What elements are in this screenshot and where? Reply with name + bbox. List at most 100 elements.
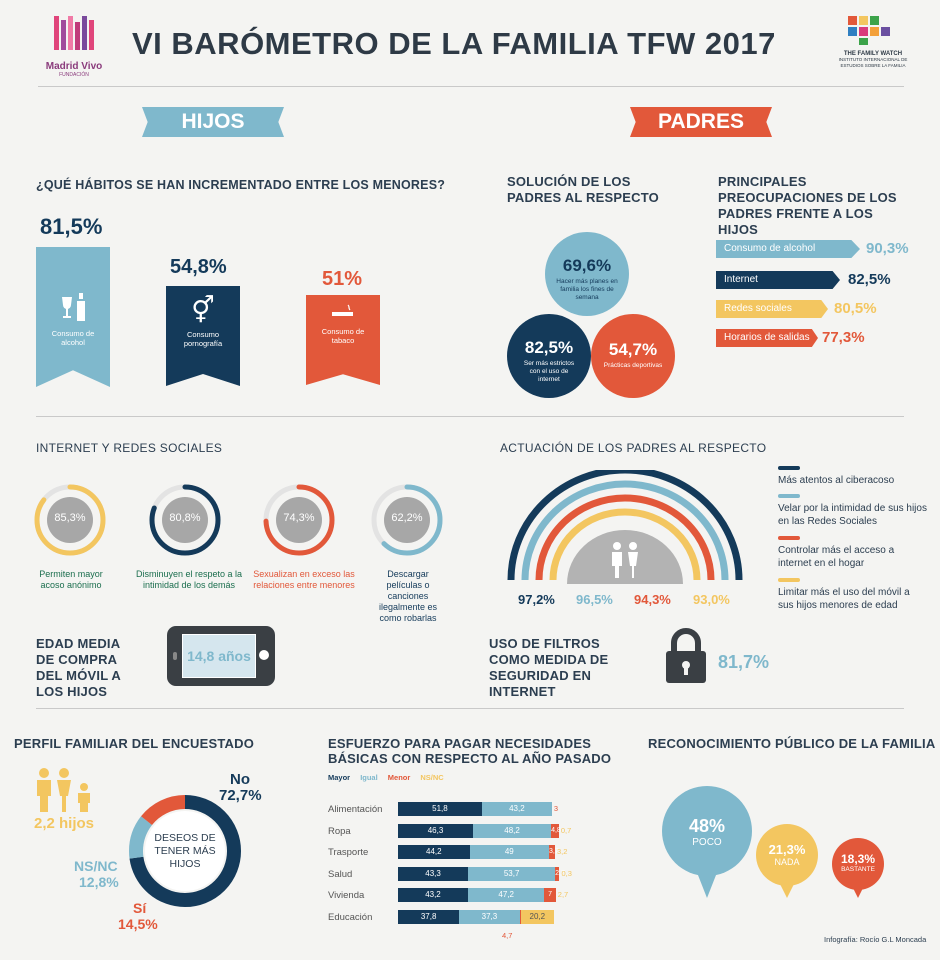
- esfuerzo-bar-segment: 47,2: [467, 888, 545, 903]
- solution-circle-planes: 69,6% Hacer más planes en familia los fi…: [545, 232, 629, 316]
- bubble-poco-label: POCO: [692, 837, 722, 848]
- madrid-vivo-logo-icon: [54, 16, 94, 50]
- esfuerzo-bar-segment: 51,8: [398, 802, 482, 816]
- bubble-nada-label: NADA: [774, 857, 800, 867]
- donut-center-label: DESEOS DE TENER MÁS HIJOS: [154, 832, 216, 870]
- bubble-nada-pct: 21,3%: [768, 842, 806, 857]
- legend-swatch: [778, 536, 800, 540]
- esfuerzo-bar-segment: 46,3: [398, 823, 473, 838]
- esfuerzo-row: Salud 43,3 53,7 2,7 0,3: [328, 866, 572, 883]
- arc-pct-control: 94,3%: [634, 592, 671, 607]
- ring-respeto-chart: [149, 484, 221, 556]
- legend-intimidad: Velar por la intimidad de sus hijos en l…: [778, 494, 928, 528]
- ring-acoso-arc: [34, 484, 106, 556]
- logo-left-sub: FUNDACIÓN: [59, 72, 89, 78]
- arc-center: [567, 530, 683, 584]
- legend-igual: Igual: [360, 773, 378, 782]
- arc-pct-ciberacoso: 97,2%: [518, 592, 555, 607]
- donut-nsnc-pct: 12,8%: [79, 874, 119, 890]
- ring-descargar: 62,2%: [370, 483, 444, 557]
- esfuerzo-legend: Mayor Igual Menor NS/NC: [328, 773, 444, 782]
- esfuerzo-row-tail: 3,2: [556, 847, 568, 857]
- bubble-bastante: 18,3% BASTANTE: [832, 838, 884, 890]
- phone-icon: 14,8 años: [167, 626, 275, 686]
- family-kids-icon: [37, 768, 90, 812]
- donut-slice-si: [129, 795, 241, 907]
- ring-pct-respeto: 80,8%: [169, 512, 201, 524]
- worry-label-alcohol: Consumo de alcohol: [724, 243, 816, 254]
- arc-pct-intimidad: 96,5%: [576, 592, 613, 607]
- legend-nsnc: NS/NC: [420, 773, 444, 782]
- phone-speaker-icon: [173, 652, 177, 660]
- bubble-bastante-pct: 18,3%: [840, 852, 876, 866]
- legend-label-control: Controlar más el acceso a internet en el…: [778, 545, 895, 569]
- phone-button-icon: [259, 650, 269, 660]
- esfuerzo-row: Vivienda 43,2 47,2 7 2,7: [328, 888, 568, 904]
- legend-swatch: [778, 578, 800, 582]
- ribbon-padres: PADRES: [630, 107, 772, 137]
- esfuerzo-row-label: Alimentación: [328, 804, 383, 815]
- solution-circle-estrictos: 82,5% Ser más estrictos con el uso de in…: [507, 314, 591, 398]
- esfuerzo-row: Alimentación 51,8 43,2 3: [328, 802, 568, 818]
- worry-pct-internet: 82,5%: [848, 271, 891, 288]
- esfuerzo-row-tail: 0,7: [560, 825, 572, 835]
- worry-bar-horarios: Horarios de salidas: [716, 329, 818, 347]
- bubble-poco-pct: 48%: [688, 816, 726, 836]
- family-watch-logo-icon: [848, 16, 890, 45]
- phone-title: EDAD MEDIA DE COMPRA DEL MÓVIL A LOS HIJ…: [36, 636, 121, 699]
- esfuerzo-bar-segment: 37,3: [459, 910, 520, 924]
- logo-madrid-vivo: Madrid Vivo FUNDACIÓN: [42, 14, 106, 78]
- legend-swatch: [778, 494, 800, 498]
- logo-family-watch: THE FAMILY WATCH INSTITUTO INTERNACIONAL…: [836, 14, 910, 74]
- legend-mayor: Mayor: [328, 773, 351, 782]
- ring-label-acoso: Permiten mayor acoso anónimo: [39, 569, 103, 590]
- arc-pct-movil: 93,0%: [693, 592, 730, 607]
- esfuerzo-row-label: Ropa: [328, 825, 351, 837]
- esfuerzo-row-label: Salud: [328, 868, 353, 880]
- bubble-poco-tail: [696, 870, 718, 898]
- ring-descargar-arc: [371, 484, 443, 556]
- bubble-nada-tail: [779, 882, 795, 898]
- solution-label-deporte: Prácticas deportivas: [603, 362, 663, 369]
- solution-pct-estrictos: 82,5%: [524, 338, 574, 357]
- esfuerzo-bar-segment: [519, 910, 521, 924]
- phone-screen: [182, 634, 256, 678]
- legend-swatch: [778, 466, 800, 470]
- donut-si-pct: 14,5%: [118, 916, 158, 932]
- internet-title: INTERNET Y REDES SOCIALES: [36, 441, 223, 455]
- arc-intimidad: [521, 480, 729, 581]
- esfuerzo-footnote: 4,7: [502, 931, 513, 940]
- solution-title: SOLUCIÓN DE LOS PADRES AL RESPECTO: [507, 174, 659, 205]
- ring-respeto: 80,8%: [148, 483, 222, 557]
- legend-menor: Menor: [387, 773, 411, 782]
- legend-movil: Limitar más el uso del móvil a sus hijos…: [778, 578, 928, 612]
- ring-respeto-arc: [149, 484, 221, 556]
- filter-pct: 81,7%: [718, 652, 770, 672]
- esfuerzo-bar-segment: 49: [469, 845, 549, 860]
- habit-pct-porn: 54,8%: [170, 256, 227, 278]
- worry-label-horarios: Horarios de salidas: [724, 332, 810, 343]
- logo-left-name: Madrid Vivo: [45, 61, 103, 72]
- ring-pct-sexualizan: 74,3%: [283, 512, 315, 524]
- solution-label-estrictos: Ser más estrictos con el uso de internet: [523, 360, 575, 383]
- arc-ciberacoso: [507, 470, 743, 581]
- bubble-bastante-tail: [852, 886, 864, 898]
- esfuerzo-bar-segment: 7: [544, 888, 556, 903]
- divider: [36, 708, 904, 709]
- bubble-poco: 48% POCO: [662, 786, 752, 876]
- solution-label-planes: Hacer más planes en familia los fines de…: [556, 278, 618, 301]
- worry-pct-alcohol: 90,3%: [866, 240, 909, 257]
- habit-label-alcohol: Consumo de alcohol: [51, 329, 95, 347]
- esfuerzo-row-label: Educación: [328, 912, 373, 923]
- arc-movil: [549, 508, 701, 581]
- esfuerzo-row: Educación 37,8 37,3 20,2: [328, 910, 568, 926]
- ring-sexualizan: 74,3%: [262, 483, 336, 557]
- legend-label-intimidad: Velar por la intimidad de sus hijos en l…: [778, 503, 927, 527]
- ring-sexualizan-chart: [263, 484, 335, 556]
- esfuerzo-row-tail: 2,7: [557, 890, 569, 900]
- bubble-bastante-label: BASTANTE: [841, 866, 875, 873]
- ring-acoso: 85,3%: [33, 483, 107, 557]
- ring-label-descargar: Descargar películas o canciones ilegalme…: [378, 569, 438, 623]
- esfuerzo-bar-segment: 3,7: [548, 845, 559, 860]
- kids-count: 2,2 hijos: [34, 815, 95, 832]
